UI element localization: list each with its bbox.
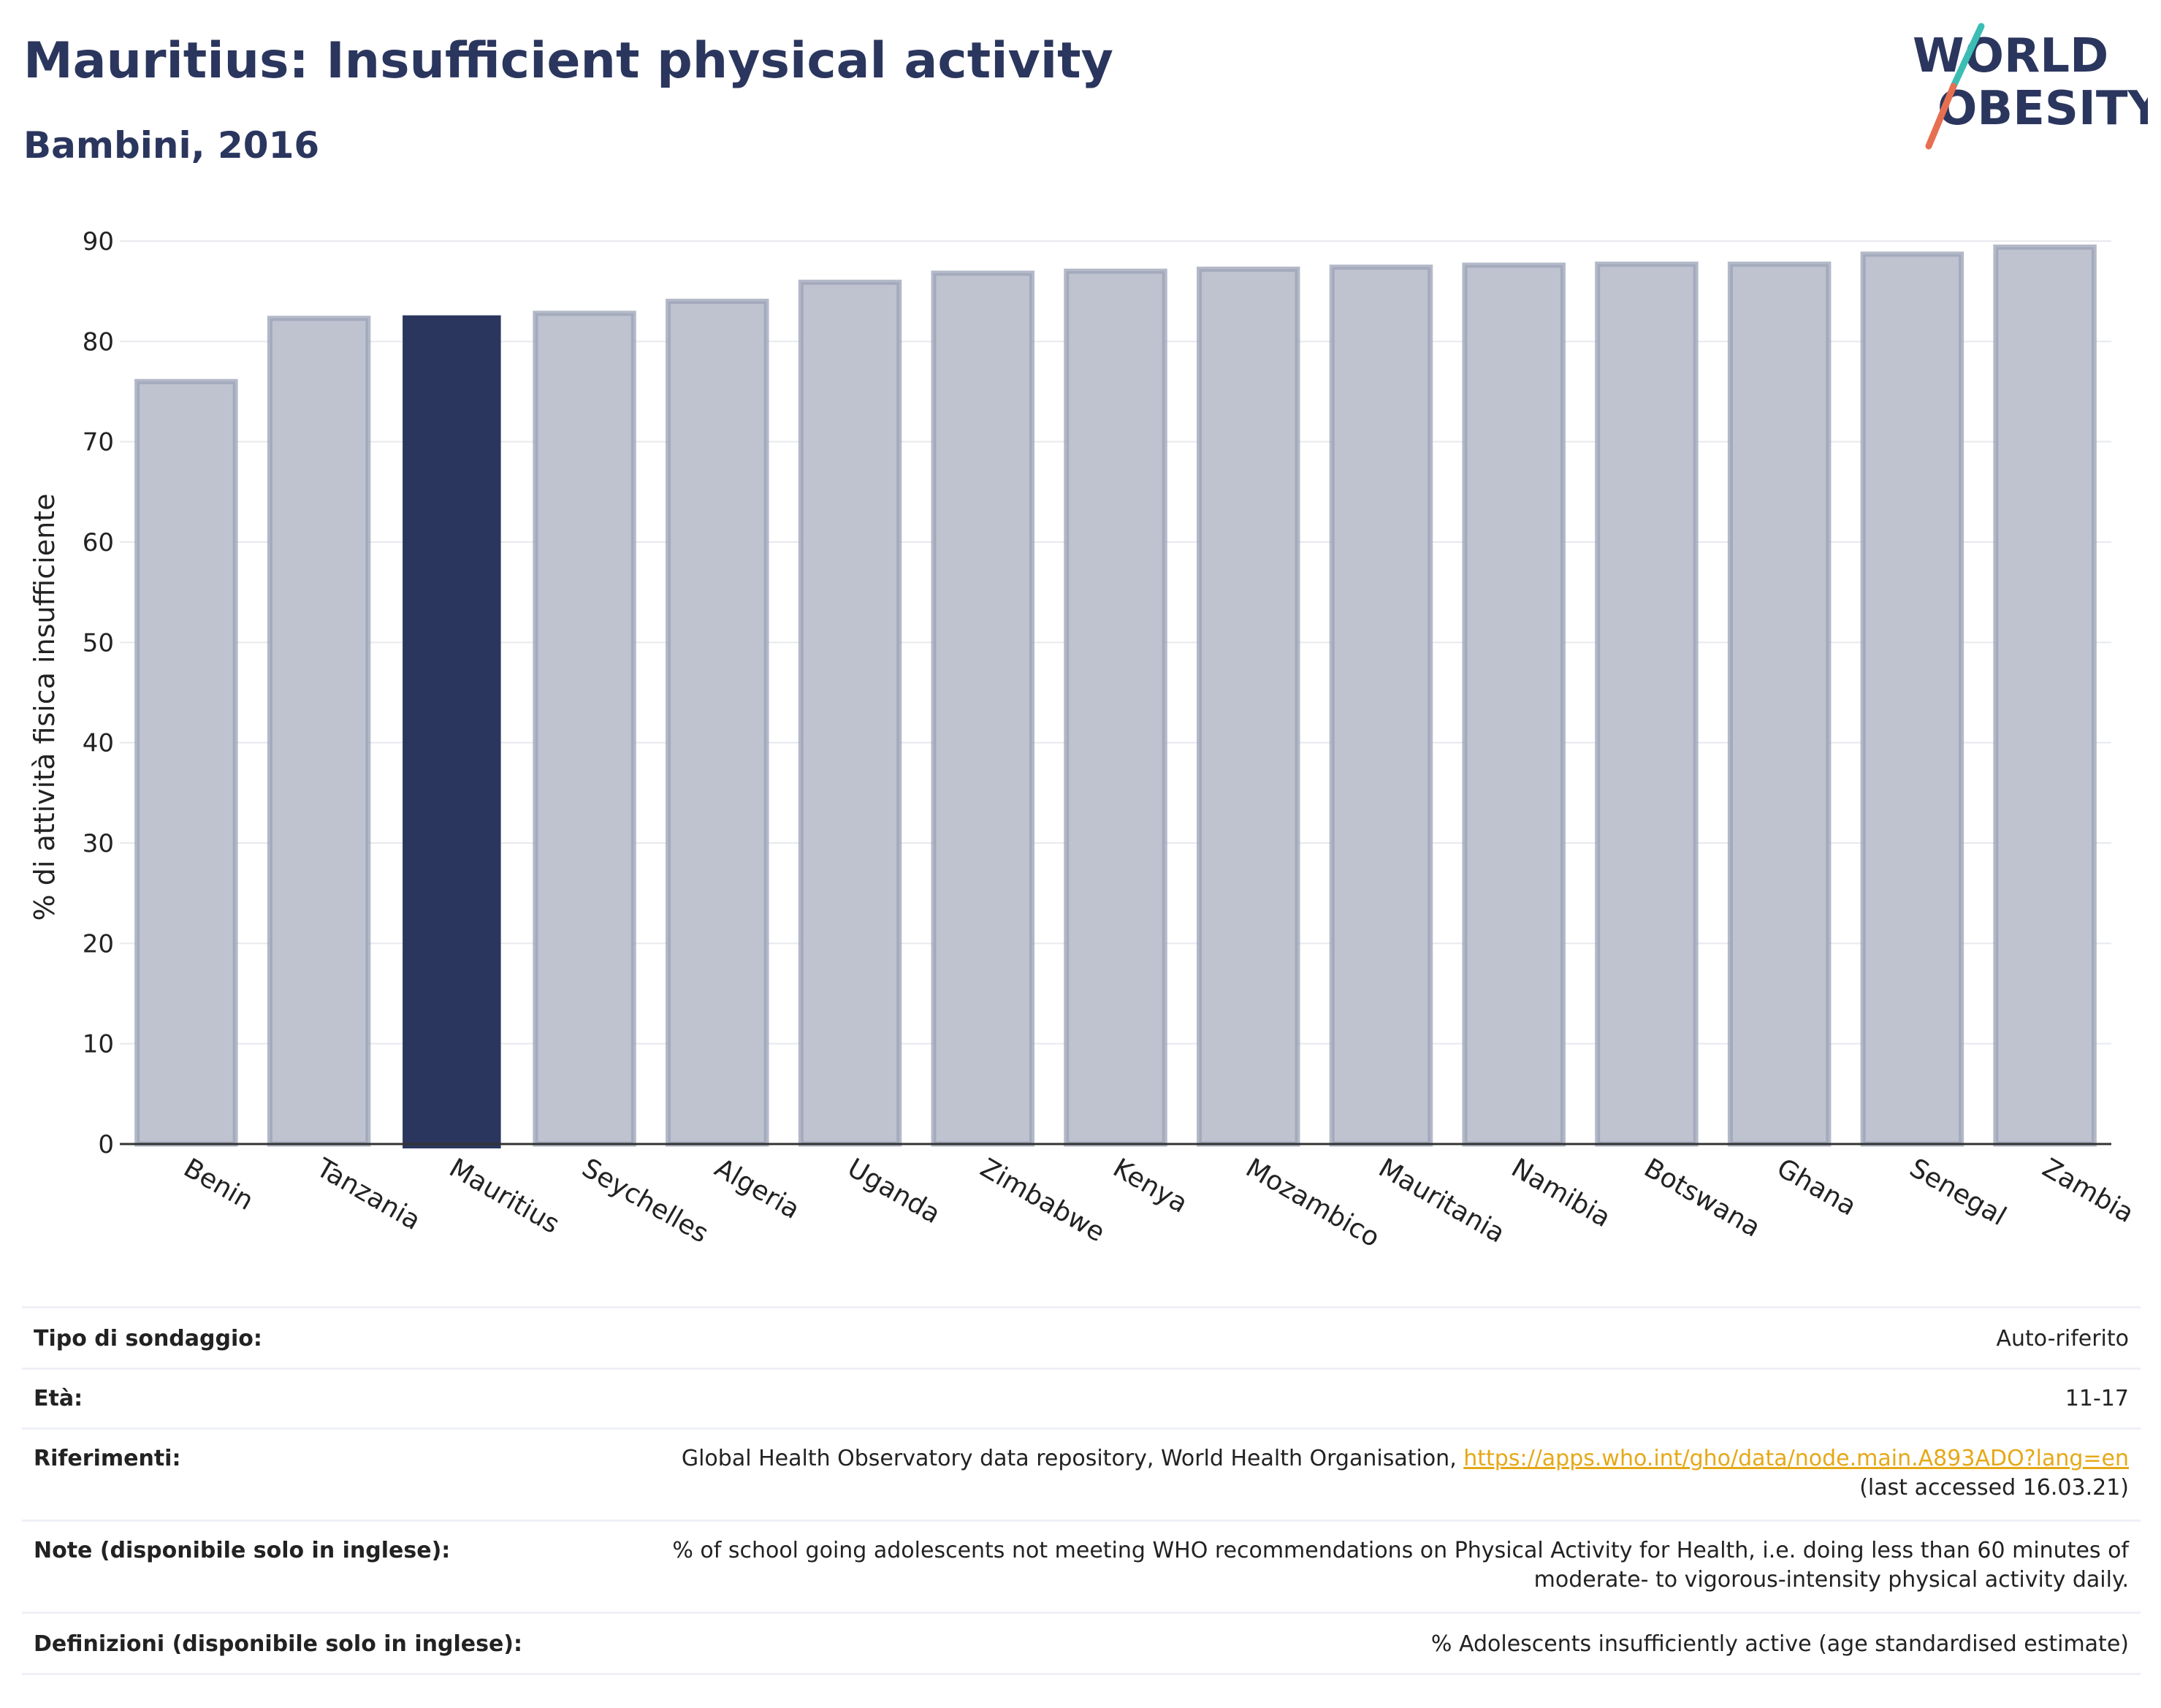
y-tick-label: 70 bbox=[83, 428, 114, 457]
y-tick-label: 0 bbox=[98, 1130, 114, 1159]
bar-botswana bbox=[1595, 262, 1699, 1147]
info-table: Tipo di sondaggio: Auto-riferito Età: 11… bbox=[22, 1306, 2141, 1675]
notes-line1: % of school going adolescents not meetin… bbox=[672, 1538, 2129, 1563]
info-value-references: Global Health Observatory data repositor… bbox=[589, 1427, 2141, 1521]
bar-namibia bbox=[1462, 262, 1566, 1147]
bar-mauritania bbox=[1329, 264, 1433, 1147]
bar-zambia bbox=[1993, 244, 2097, 1147]
bar-ghana bbox=[1727, 262, 1832, 1147]
bar-algeria bbox=[666, 298, 769, 1147]
chart-title: Mauritius: Insufficient physical activit… bbox=[23, 32, 1113, 90]
info-label-notes: Note (disponibile solo in inglese): bbox=[22, 1520, 589, 1613]
bar-benin bbox=[134, 378, 238, 1147]
x-tick-label-tanzania: Tanzania bbox=[310, 1153, 425, 1236]
info-value-survey-type: Auto-riferito bbox=[589, 1306, 2141, 1369]
references-link[interactable]: https://apps.who.int/gho/data/node.main.… bbox=[1463, 1446, 2129, 1471]
chart-bars bbox=[134, 244, 2097, 1148]
x-tick-label-zambia: Zambia bbox=[2038, 1153, 2139, 1229]
references-text: Global Health Observatory data repositor… bbox=[681, 1446, 1464, 1471]
chart-subtitle: Bambini, 2016 bbox=[23, 124, 320, 167]
y-tick-label: 80 bbox=[83, 327, 114, 357]
x-tick-label-benin: Benin bbox=[178, 1153, 258, 1216]
world-obesity-logo: WORLD OBESITY bbox=[1913, 23, 2148, 150]
info-row-survey-type: Tipo di sondaggio: Auto-riferito bbox=[22, 1306, 2141, 1369]
notes-line2: moderate- to vigorous-intensity physical… bbox=[1533, 1567, 2129, 1593]
info-row-definitions: Definizioni (disponibile solo in inglese… bbox=[22, 1612, 2141, 1675]
x-tick-label-kenya: Kenya bbox=[1108, 1153, 1193, 1219]
y-axis-label: % di attività fisica insufficiente bbox=[28, 494, 61, 921]
info-row-age: Età: 11-17 bbox=[22, 1368, 2141, 1429]
info-row-notes: Note (disponibile solo in inglese): % of… bbox=[22, 1520, 2141, 1613]
logo-slash-bottom bbox=[1925, 83, 1957, 150]
info-label-definitions: Definizioni (disponibile solo in inglese… bbox=[22, 1612, 589, 1675]
bar-mauritius bbox=[403, 315, 501, 1148]
logo-slash-top bbox=[1950, 23, 1985, 90]
info-value-definitions: % Adolescents insufficiently active (age… bbox=[589, 1612, 2141, 1675]
y-tick-labels: 0 10 20 30 40 50 60 70 80 90 bbox=[83, 227, 114, 1159]
info-value-notes: % of school going adolescents not meetin… bbox=[589, 1520, 2141, 1613]
x-tick-label-senegal: Senegal bbox=[1905, 1153, 2011, 1232]
x-tick-label-uganda: Uganda bbox=[842, 1153, 945, 1229]
x-tick-label-botswana: Botswana bbox=[1639, 1153, 1765, 1243]
y-tick-label: 90 bbox=[83, 227, 114, 256]
x-tick-label-ghana: Ghana bbox=[1772, 1153, 1861, 1221]
bar-zimbabwe bbox=[931, 270, 1035, 1147]
bar-chart: 0 10 20 30 40 50 60 70 80 90 Benin Tanzania Mauriti… bbox=[28, 227, 2139, 1254]
bar-kenya bbox=[1064, 268, 1167, 1147]
logo-line1: WORLD bbox=[1913, 29, 2108, 83]
references-accessed: (last accessed 16.03.21) bbox=[1859, 1475, 2129, 1501]
logo-line2: OBESITY bbox=[1937, 82, 2148, 136]
y-tick-label: 50 bbox=[83, 628, 114, 657]
y-tick-label: 20 bbox=[83, 929, 114, 958]
x-tick-label-namibia: Namibia bbox=[1506, 1153, 1616, 1233]
y-tick-label: 60 bbox=[83, 528, 114, 557]
bar-senegal bbox=[1860, 251, 1964, 1147]
x-tick-label-mozambico: Mozambico bbox=[1240, 1153, 1384, 1253]
x-tick-label-algeria: Algeria bbox=[709, 1153, 804, 1225]
info-row-references: Riferimenti: Global Health Observatory d… bbox=[22, 1427, 2141, 1521]
bar-tanzania bbox=[267, 316, 371, 1147]
bar-seychelles bbox=[533, 310, 636, 1147]
y-tick-label: 40 bbox=[83, 729, 114, 758]
info-label-survey-type: Tipo di sondaggio: bbox=[22, 1306, 589, 1369]
info-label-age: Età: bbox=[22, 1368, 589, 1429]
info-label-references: Riferimenti: bbox=[22, 1427, 589, 1521]
x-tick-label-zimbabwe: Zimbabwe bbox=[975, 1153, 1110, 1248]
x-tick-label-mauritius: Mauritius bbox=[444, 1153, 565, 1240]
x-tick-label-seychelles: Seychelles bbox=[577, 1153, 714, 1248]
y-tick-label: 30 bbox=[83, 829, 114, 858]
bar-uganda bbox=[798, 279, 902, 1147]
x-tick-label-mauritania: Mauritania bbox=[1373, 1153, 1510, 1248]
bar-mozambico bbox=[1196, 266, 1300, 1147]
y-tick-label: 10 bbox=[83, 1030, 114, 1059]
info-value-age: 11-17 bbox=[589, 1368, 2141, 1429]
